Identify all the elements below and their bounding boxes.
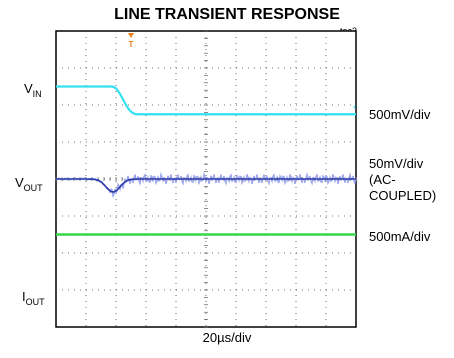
vout-scale-line-1: 50mV/div xyxy=(369,156,424,171)
x-axis-label: 20µs/div xyxy=(202,330,252,345)
vout-trace xyxy=(56,178,356,193)
vin-label: VIN xyxy=(24,81,42,99)
vin-scale-label: 500mV/div xyxy=(369,107,431,122)
grid xyxy=(55,30,357,328)
iout-scale-label: 500mA/div xyxy=(369,229,431,244)
chart-title: LINE TRANSIENT RESPONSE xyxy=(114,6,340,23)
vout-scale-line-2: (AC- xyxy=(369,172,396,187)
iout-label: IOUT xyxy=(22,289,45,307)
trigger-marker-arrow xyxy=(128,33,134,38)
vin-trace xyxy=(56,85,356,116)
traces: T‹ xyxy=(55,33,357,236)
vin-ground-marker: ‹ xyxy=(353,101,356,112)
trigger-marker-label: T xyxy=(129,40,134,49)
vout-scale-line-3: COUPLED) xyxy=(369,188,437,203)
vout-label: VOUT xyxy=(15,175,43,193)
